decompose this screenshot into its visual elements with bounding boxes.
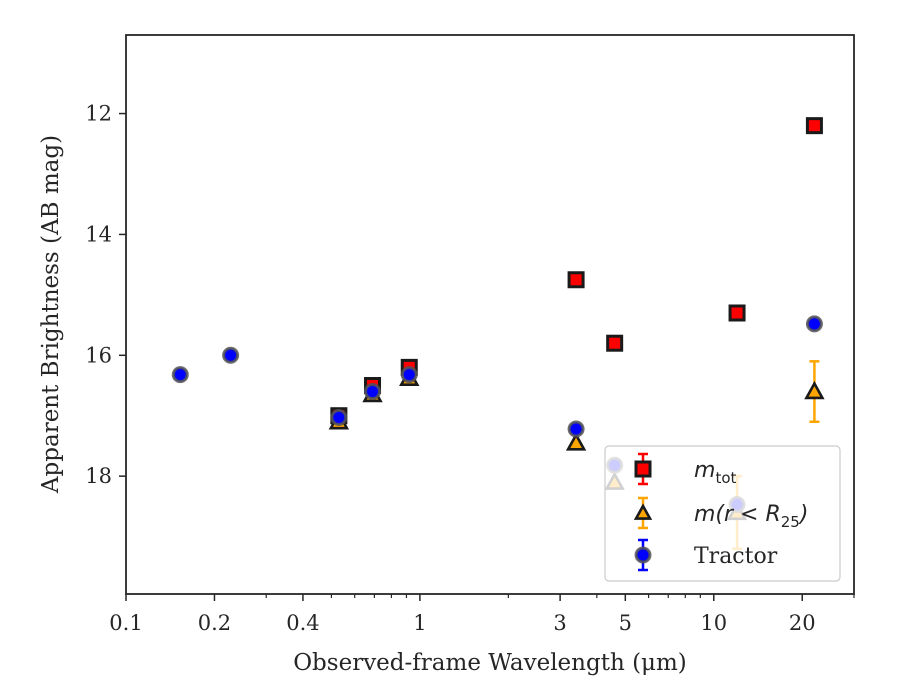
series-mtot [330, 117, 823, 425]
point-tractor [222, 346, 240, 364]
point-mtot [606, 334, 624, 352]
legend-box [604, 445, 841, 582]
y-tick-label: 12 [85, 102, 112, 126]
point-tractor [400, 366, 418, 384]
point-tractor [171, 366, 189, 384]
y-axis-label: Apparent Brightness (AB mag) [38, 135, 64, 494]
point-mr25 [804, 380, 825, 400]
point-tractor [364, 383, 382, 401]
axes-layer: 0.1 0.2 0.4 1 3 5 10 20 12 14 16 18 [85, 102, 855, 635]
x-tick-label: 0.4 [286, 611, 319, 635]
legend-marker-mtot [634, 460, 652, 478]
x-tick-label: 20 [789, 611, 816, 635]
legend-marker-mr25 [633, 503, 653, 520]
legend-entry-tractor: Tractor [634, 538, 778, 572]
x-axis-label: Observed-frame Wavelength (μm) [293, 650, 687, 676]
x-tick-label: 5 [619, 611, 632, 635]
legend-marker-tractor [634, 546, 652, 564]
legend-label-tractor: Tractor [694, 544, 778, 569]
y-tick-label: 14 [85, 222, 112, 246]
point-tractor [330, 409, 348, 427]
point-mtot [805, 117, 823, 135]
x-tick-label: 1 [413, 611, 426, 635]
x-tick-label: 3 [553, 611, 566, 635]
point-tractor [567, 420, 585, 438]
y-tick-label: 18 [85, 464, 112, 488]
point-tractor [805, 315, 823, 333]
point-mtot [567, 271, 585, 289]
y-tick-label: 16 [85, 343, 112, 367]
point-mtot [728, 304, 746, 322]
x-tick-label: 0.1 [109, 611, 142, 635]
x-tick-label: 0.2 [198, 611, 231, 635]
point-mr25 [565, 432, 587, 451]
plot-frame [125, 34, 855, 595]
x-tick-label: 10 [700, 611, 727, 635]
